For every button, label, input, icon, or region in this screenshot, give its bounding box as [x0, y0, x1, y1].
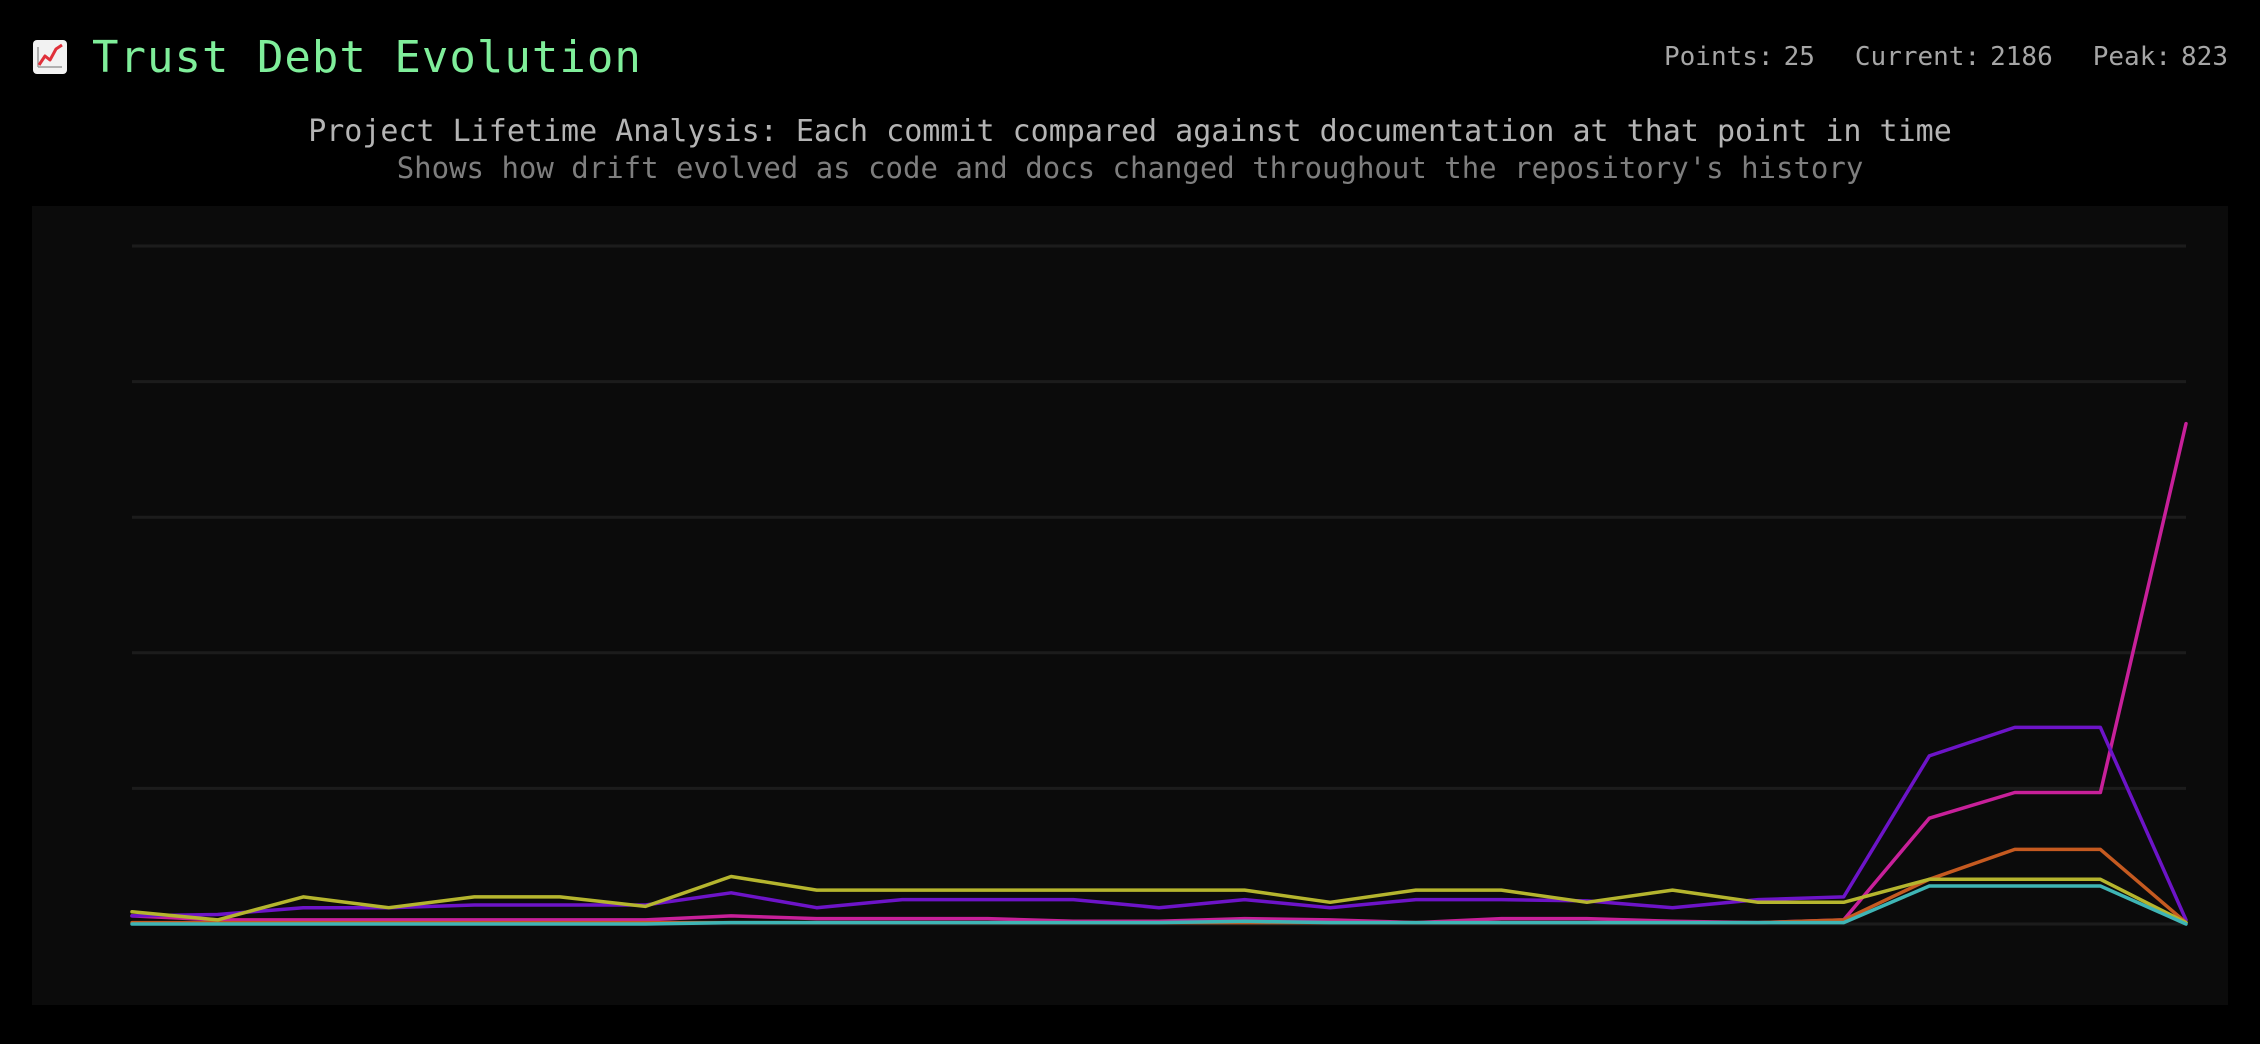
- line-chart: [130, 244, 2188, 926]
- header: Trust Debt Evolution Points: 25 Current:…: [32, 28, 2228, 88]
- chart-subtitle-secondary: Shows how drift evolved as code and docs…: [396, 151, 1864, 185]
- stat-current: Current: 2186: [1855, 42, 2053, 72]
- stat-peak-value: 823: [2181, 42, 2228, 72]
- stat-peak: Peak: 823: [2093, 42, 2228, 72]
- stats-bar: Points: 25 Current: 2186 Peak: 823: [1664, 42, 2228, 72]
- chart-panel: [32, 206, 2228, 1005]
- series-line-5: [130, 884, 2188, 926]
- stat-peak-label: Peak:: [2092, 42, 2172, 72]
- series-line-1: [130, 421, 2188, 925]
- stat-current-value: 2186: [1990, 42, 2053, 72]
- stat-points-value: 25: [1783, 42, 1815, 72]
- chart-description: Project Lifetime Analysis: Each commit c…: [0, 114, 2260, 186]
- page-title: Trust Debt Evolution: [92, 31, 642, 83]
- series-line-4: [130, 874, 2188, 925]
- chart-subtitle: Project Lifetime Analysis: Each commit c…: [308, 114, 1952, 149]
- series-line-2: [130, 725, 2188, 922]
- title-group: Trust Debt Evolution: [32, 28, 642, 86]
- chart-increasing-icon: [33, 40, 67, 74]
- stat-points: Points: 25: [1664, 42, 1815, 72]
- stat-points-label: Points:: [1664, 42, 1774, 72]
- series-line-3: [130, 847, 2188, 925]
- stat-current-label: Current:: [1854, 42, 1981, 72]
- series-layer: [130, 421, 2188, 926]
- grid-layer: [132, 244, 2186, 926]
